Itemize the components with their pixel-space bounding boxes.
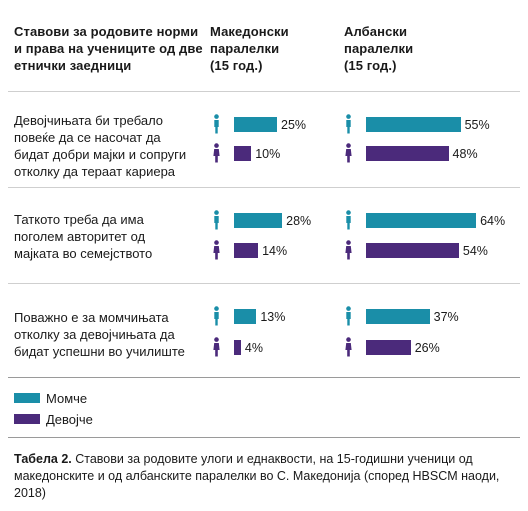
statement-line: отколку за девојчињата да <box>14 327 175 342</box>
header-line: паралелки <box>210 41 280 56</box>
statement-1: Девојчињата би требало повеќе да се насо… <box>14 112 194 180</box>
bar-al-girls <box>366 146 449 161</box>
statement-line: бидат добри мајки и сопруги <box>14 147 187 162</box>
bar-mk-boys <box>234 309 257 324</box>
bar-mk-girls <box>234 340 241 355</box>
girl-icon <box>344 337 353 357</box>
boy-icon <box>344 210 353 230</box>
bar-mk-boys <box>234 117 277 132</box>
table-caption: Табела 2. Ставови за родовите улоги и ед… <box>14 451 514 502</box>
divider <box>8 91 520 92</box>
statement-line: Девојчињата би требало <box>14 113 164 128</box>
bar-al-boys <box>366 309 430 324</box>
header-line: и права на учениците од две <box>14 41 203 56</box>
girl-icon <box>212 143 221 163</box>
legend-label-boys: Момче <box>46 391 88 406</box>
statement-line: бидат успешни во училиште <box>14 344 185 359</box>
bar-mk-boys <box>234 213 283 228</box>
value-label: 10% <box>255 147 281 161</box>
statement-2: Таткото треба да има поголем авторитет о… <box>14 211 194 262</box>
boy-icon <box>344 114 353 134</box>
divider <box>8 377 520 378</box>
header-line: Ставови за родовите норми <box>14 24 199 39</box>
boy-icon <box>212 114 221 134</box>
value-label: 55% <box>464 118 490 132</box>
statement-line: мајката во семејството <box>14 246 153 261</box>
bar-al-girls <box>366 340 411 355</box>
header-column-macedonian: Македонски паралелки (15 год.) <box>210 23 330 74</box>
boy-icon <box>212 306 221 326</box>
statement-line: Таткото треба да има <box>14 212 144 227</box>
bar-mk-girls <box>234 146 252 161</box>
value-label: 54% <box>462 244 488 258</box>
girl-icon <box>344 143 353 163</box>
value-label: 48% <box>452 147 478 161</box>
header-line: Македонски <box>210 24 289 39</box>
value-label: 25% <box>281 118 307 132</box>
girl-icon <box>212 240 221 260</box>
header-line: паралелки <box>344 41 414 56</box>
caption-text: Ставови за родовите улоги и еднаквости, … <box>14 452 500 500</box>
statement-line: поголем авторитет од <box>14 229 146 244</box>
header-line: (15 год.) <box>210 58 263 73</box>
girl-icon <box>344 240 353 260</box>
value-label: 4% <box>244 341 263 355</box>
header-line: етнички заедници <box>14 58 132 73</box>
bar-al-boys <box>366 117 461 132</box>
divider <box>8 187 520 188</box>
value-label: 14% <box>262 244 288 258</box>
statement-3: Поважно е за момчињата отколку за девојч… <box>14 309 194 360</box>
value-label: 64% <box>480 214 506 228</box>
bar-al-girls <box>366 243 459 258</box>
statement-line: Поважно е за момчињата <box>14 310 169 325</box>
legend-label-girls: Девојче <box>46 412 93 427</box>
bar-mk-girls <box>234 243 259 258</box>
value-label: 26% <box>414 341 440 355</box>
girl-icon <box>212 337 221 357</box>
value-label: 13% <box>260 310 286 324</box>
bar-al-boys <box>366 213 477 228</box>
header-column-albanian: Албански паралелки (15 год.) <box>344 23 464 74</box>
value-label: 28% <box>286 214 312 228</box>
header-column-statements: Ставови за родовите норми и права на уче… <box>14 23 209 74</box>
divider <box>8 437 520 438</box>
header-line: Албански <box>344 24 408 39</box>
legend-swatch-girls <box>14 414 40 424</box>
statement-line: повеќе да се насочат да <box>14 130 161 145</box>
header-line: (15 год.) <box>344 58 397 73</box>
boy-icon <box>212 210 221 230</box>
statement-line: отколку да тераат кариера <box>14 164 176 179</box>
boy-icon <box>344 306 353 326</box>
divider <box>8 283 520 284</box>
legend-swatch-boys <box>14 393 40 403</box>
caption-label: Табела 2. <box>14 452 72 466</box>
value-label: 37% <box>433 310 459 324</box>
